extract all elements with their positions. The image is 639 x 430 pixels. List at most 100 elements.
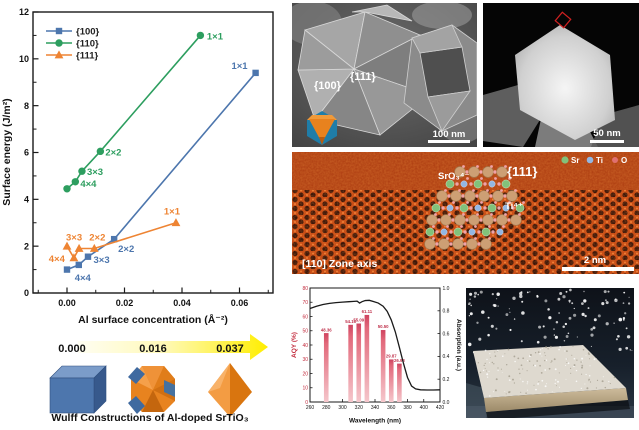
aqy-bar-label: 48.36 (321, 327, 332, 332)
atom-column (496, 214, 508, 226)
speckle (505, 393, 507, 395)
bubble (614, 298, 618, 303)
o-atom (435, 242, 439, 246)
data-point-label: 3×3 (93, 255, 109, 266)
speckle (500, 368, 502, 370)
o-atom (479, 218, 483, 222)
speckle (532, 364, 535, 366)
o-atom (494, 177, 497, 180)
y-axis-title: Surface energy (J/m²) (1, 98, 13, 205)
o-atom (463, 242, 467, 246)
bubble (520, 291, 523, 294)
speckle (526, 383, 528, 385)
sem-facet-100-label: {100} (314, 80, 342, 92)
aqy-bar (364, 314, 370, 402)
plot-frame (309, 287, 441, 403)
speckle (536, 360, 539, 362)
o-atom (462, 213, 465, 216)
o-atom (497, 206, 501, 210)
o-atom (493, 218, 497, 222)
o-atom (508, 201, 511, 204)
atom-column (438, 238, 450, 250)
bubble (538, 325, 542, 329)
speckle (512, 378, 514, 381)
bubble (568, 316, 572, 320)
o-atom (488, 225, 491, 228)
speckle (547, 348, 549, 350)
bubble (469, 298, 471, 300)
legend-label: {110} (76, 38, 99, 49)
bubble (509, 328, 512, 332)
bubble (478, 337, 482, 341)
o-atom (432, 237, 435, 240)
y-tick-label: 80 (302, 286, 308, 292)
bubble (569, 301, 571, 304)
bubble (631, 350, 633, 351)
hrtem-image-panel: SrO₃⁴⁻ {111} Ti⁴⁺ [110] Zone axis 2 nm S… (292, 152, 639, 274)
atom-column (510, 214, 522, 226)
y2-tick-label: 1.0 (443, 286, 450, 292)
speckle (544, 360, 546, 362)
bubble (559, 346, 561, 348)
ti-atom (474, 204, 482, 212)
bubble (473, 295, 477, 298)
ti-atom (488, 180, 496, 188)
x-tick-label: 0.04 (173, 298, 191, 308)
sr-atom (445, 179, 455, 189)
speckle (484, 367, 486, 369)
y-tick-label: 2 (24, 241, 29, 251)
y-tick-label: 40 (302, 343, 308, 349)
bubble (469, 292, 473, 296)
bubble (541, 347, 544, 349)
bubble (624, 312, 627, 315)
y2-tick-label: 0.8 (443, 309, 450, 315)
bubble (544, 299, 548, 303)
bubble (543, 335, 547, 339)
bubble (470, 304, 473, 307)
sem-crystal-right (403, 24, 477, 132)
plate-front-edge (484, 388, 628, 412)
bubble (622, 302, 625, 304)
o-atom (518, 213, 521, 216)
y-tick-label: 0 (24, 288, 29, 298)
aqy-bar-label: 55.09 (353, 318, 364, 323)
o-atom (466, 201, 469, 204)
data-point-label: 1×1 (231, 61, 248, 72)
speckle (581, 364, 584, 367)
sem-scale-bar-label: 100 nm (433, 129, 466, 140)
bubble (505, 313, 509, 317)
y-tick-label: 10 (302, 386, 308, 392)
o-legend-label: O (621, 156, 627, 165)
speckle (479, 371, 482, 374)
speckle (484, 349, 487, 352)
y2-tick-label: 0.2 (443, 377, 450, 383)
o-atom (514, 189, 517, 192)
speckle (570, 367, 572, 369)
speckle (593, 358, 596, 361)
arrow-value-3: 0.037 (216, 343, 244, 355)
bubble (618, 317, 623, 322)
o-atom (438, 201, 441, 204)
x-axis-title: Al surface concentration (Å⁻²) (78, 313, 228, 326)
speckle (534, 364, 537, 367)
o-atom (477, 230, 481, 234)
data-point-label: 3×3 (87, 167, 103, 178)
ti-legend-dot (586, 156, 594, 164)
speckle (497, 369, 499, 372)
speckle (558, 348, 560, 351)
bubble (559, 292, 563, 295)
atom-column (440, 214, 452, 226)
speckle (580, 361, 582, 363)
bubble (553, 328, 555, 330)
bubble (573, 313, 577, 317)
stem-particle-main (515, 25, 615, 140)
speckle (575, 380, 578, 383)
speckle (595, 387, 597, 389)
bubble (521, 311, 525, 315)
speckle (518, 368, 520, 370)
speckle (576, 359, 578, 361)
y2-tick-label: 0.6 (443, 331, 450, 337)
o-atom (497, 182, 501, 186)
speckle (553, 358, 556, 361)
